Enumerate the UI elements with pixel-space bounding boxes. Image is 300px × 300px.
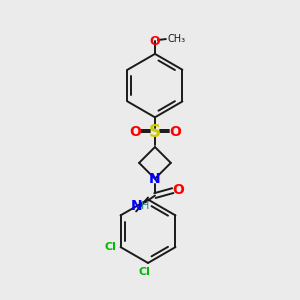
Text: O: O	[169, 125, 181, 139]
Text: O: O	[150, 34, 160, 47]
Text: S: S	[149, 123, 161, 141]
Text: N: N	[149, 172, 161, 186]
Text: Cl: Cl	[105, 242, 117, 252]
Text: Cl: Cl	[138, 267, 150, 277]
Text: N: N	[130, 200, 142, 214]
Text: CH₃: CH₃	[168, 34, 186, 44]
Text: H: H	[141, 202, 149, 212]
Text: O: O	[172, 183, 184, 196]
Text: O: O	[129, 125, 141, 139]
